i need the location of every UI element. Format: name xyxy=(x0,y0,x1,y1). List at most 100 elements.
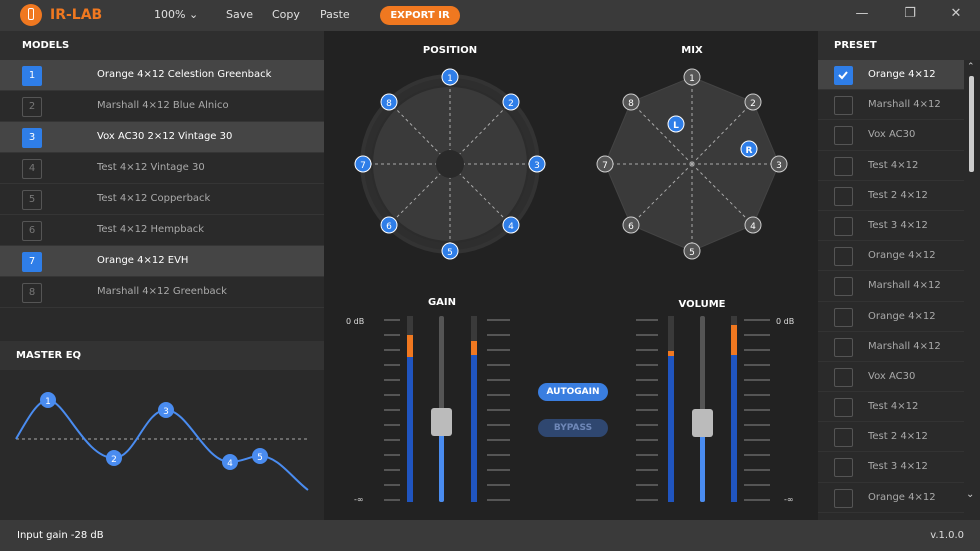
zoom-select[interactable]: 100% ⌄ xyxy=(154,8,199,21)
bypass-button[interactable]: BYPASS xyxy=(538,419,608,437)
eq-point[interactable]: 4 xyxy=(222,454,238,470)
minimize-icon[interactable]: — xyxy=(855,6,869,21)
svg-text:8: 8 xyxy=(386,99,392,109)
input-gain-status: Input gain -28 dB xyxy=(17,530,104,541)
volume-slider-handle[interactable] xyxy=(692,409,713,437)
preset-row[interactable]: Orange 4×12 xyxy=(818,60,964,91)
model-number[interactable]: 6 xyxy=(22,221,42,241)
close-icon[interactable]: ✕ xyxy=(950,6,962,21)
mix-octagon[interactable]: 1 2 3 4 5 6 7 8 L R xyxy=(592,67,792,267)
save-button[interactable]: Save xyxy=(226,8,254,21)
model-number[interactable]: 2 xyxy=(22,97,42,117)
position-point[interactable]: 6 xyxy=(380,216,398,234)
position-point[interactable]: 4 xyxy=(502,216,520,234)
preset-row[interactable]: Test 3 4×12 xyxy=(818,452,964,483)
preset-checkbox[interactable] xyxy=(834,488,853,508)
paste-button[interactable]: Paste xyxy=(320,8,350,21)
preset-scrollbar[interactable]: ⌃ ⌄ xyxy=(963,62,980,506)
eq-point[interactable]: 2 xyxy=(106,450,122,466)
mix-point[interactable]: 1 xyxy=(683,68,701,86)
preset-name: Orange 4×12 xyxy=(868,491,936,503)
autogain-button[interactable]: AUTOGAIN xyxy=(538,383,608,401)
model-number[interactable]: 3 xyxy=(22,128,42,148)
preset-row[interactable]: Marshall 4×12 xyxy=(818,332,964,362)
mix-point[interactable]: 2 xyxy=(744,93,762,111)
model-number[interactable]: 1 xyxy=(22,66,42,86)
model-row[interactable]: 8 Marshall 4×12 Greenback xyxy=(0,277,324,308)
model-number[interactable]: 5 xyxy=(22,190,42,210)
model-row[interactable]: 7 Orange 4×12 EVH xyxy=(0,246,324,277)
model-number[interactable]: 4 xyxy=(22,159,42,179)
preset-row[interactable]: Vox AC30 xyxy=(818,120,964,151)
preset-checkbox[interactable] xyxy=(834,458,853,478)
position-point[interactable]: 7 xyxy=(354,155,372,173)
preset-row[interactable]: Vox AC30 xyxy=(818,362,964,393)
preset-checkbox[interactable] xyxy=(834,216,853,236)
svg-text:1: 1 xyxy=(45,397,51,407)
position-point[interactable]: 3 xyxy=(528,155,546,173)
preset-row[interactable]: Test 4×12 xyxy=(818,151,964,181)
mix-point[interactable]: 8 xyxy=(622,93,640,111)
preset-row[interactable]: Test 3 4×12 xyxy=(818,211,964,242)
mix-point[interactable]: 7 xyxy=(596,155,614,173)
position-point[interactable]: 5 xyxy=(441,242,459,260)
preset-checkbox[interactable] xyxy=(834,66,853,85)
model-row[interactable]: 4 Test 4×12 Vintage 30 xyxy=(0,153,324,184)
position-point[interactable]: 8 xyxy=(380,93,398,111)
svg-text:1: 1 xyxy=(447,74,453,84)
preset-checkbox[interactable] xyxy=(834,277,853,297)
scrollbar-thumb[interactable] xyxy=(969,76,974,172)
position-point[interactable]: 2 xyxy=(502,93,520,111)
master-eq-graph[interactable]: 1 2 3 4 5 xyxy=(0,370,324,506)
copy-button[interactable]: Copy xyxy=(272,8,300,21)
preset-checkbox[interactable] xyxy=(834,126,853,146)
gain-slider-handle[interactable] xyxy=(431,408,452,436)
preset-row[interactable]: Orange 4×12 xyxy=(818,483,964,513)
eq-point[interactable]: 1 xyxy=(40,392,56,408)
preset-row[interactable]: Orange 4×12 xyxy=(818,241,964,272)
mix-point[interactable]: 5 xyxy=(683,242,701,260)
model-row[interactable]: 1 Orange 4×12 Celestion Greenback xyxy=(0,60,324,91)
mix-title: MIX xyxy=(681,45,703,56)
preset-checkbox[interactable] xyxy=(834,367,853,387)
mix-right-handle[interactable]: R xyxy=(740,140,758,158)
model-number[interactable]: 8 xyxy=(22,283,42,303)
preset-checkbox[interactable] xyxy=(834,337,853,357)
model-row[interactable]: 3 Vox AC30 2×12 Vintage 30 xyxy=(0,122,324,153)
maximize-icon[interactable]: ❐ xyxy=(904,6,916,21)
mix-left-handle[interactable]: L xyxy=(667,115,685,133)
mix-point[interactable]: 4 xyxy=(744,216,762,234)
chevron-up-icon[interactable]: ⌃ xyxy=(967,62,975,72)
preset-row[interactable]: Orange 4×12 xyxy=(818,302,964,332)
model-row[interactable]: 6 Test 4×12 Hempback xyxy=(0,215,324,246)
model-row[interactable]: 2 Marshall 4×12 Blue Alnico xyxy=(0,91,324,122)
export-ir-button[interactable]: EXPORT IR xyxy=(380,6,460,25)
mix-point[interactable]: 6 xyxy=(622,216,640,234)
preset-row[interactable]: Test 2 4×12 xyxy=(818,181,964,211)
preset-checkbox[interactable] xyxy=(834,186,853,206)
eq-point[interactable]: 3 xyxy=(158,402,174,418)
preset-checkbox[interactable] xyxy=(834,247,853,267)
model-number[interactable]: 7 xyxy=(22,252,42,272)
svg-text:3: 3 xyxy=(163,407,169,417)
preset-checkbox[interactable] xyxy=(834,156,853,176)
position-dial[interactable]: 1 2 3 4 5 6 7 8 xyxy=(350,67,550,267)
preset-panel: PRESET Orange 4×12 Marshall 4×12 Vox AC30 T… xyxy=(818,31,980,520)
preset-checkbox[interactable] xyxy=(834,307,853,327)
master-eq-header: MASTER EQ xyxy=(0,341,324,370)
svg-text:5: 5 xyxy=(689,248,695,258)
preset-checkbox[interactable] xyxy=(834,398,853,418)
preset-row[interactable]: Marshall 4×12 xyxy=(818,90,964,121)
eq-point[interactable]: 5 xyxy=(252,448,268,464)
center-panel: POSITION MIX GAIN VOLUME 1 2 3 4 5 6 7 8… xyxy=(324,31,818,520)
preset-row[interactable]: Test 4×12 xyxy=(818,392,964,423)
preset-checkbox[interactable] xyxy=(834,428,853,448)
model-row[interactable]: 5 Test 4×12 Copperback xyxy=(0,184,324,215)
preset-row[interactable]: Marshall 4×12 xyxy=(818,271,964,302)
chevron-down-icon[interactable]: ⌄ xyxy=(966,489,975,500)
position-point[interactable]: 1 xyxy=(441,68,459,86)
preset-row[interactable]: Test 2 4×12 xyxy=(818,422,964,453)
preset-checkbox[interactable] xyxy=(834,96,853,116)
position-title: POSITION xyxy=(422,45,478,56)
mix-point[interactable]: 3 xyxy=(770,155,788,173)
